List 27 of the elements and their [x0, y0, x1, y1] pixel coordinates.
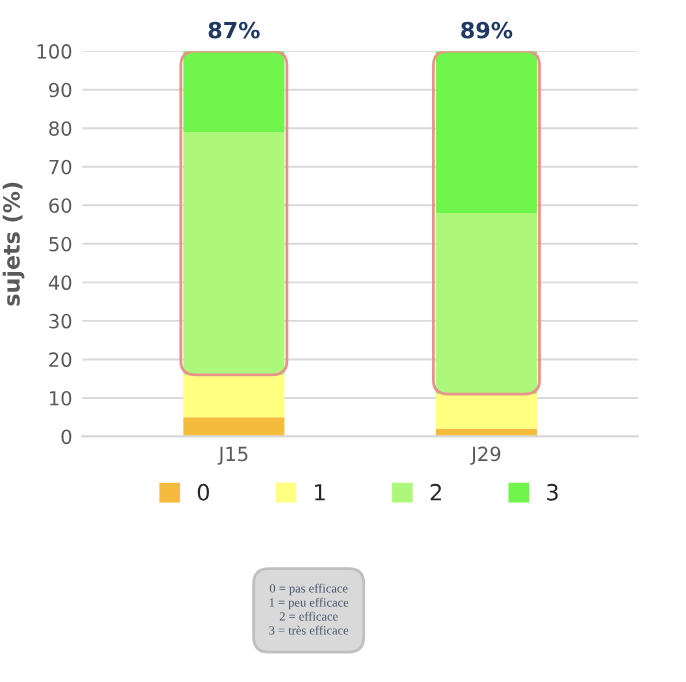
bar — [183, 51, 285, 133]
legend-label: 1 — [315, 484, 325, 501]
y-tick-label: 60 — [49, 198, 72, 213]
bar — [183, 374, 285, 418]
x-tick-label: J15 — [217, 446, 248, 465]
y-tick-label: 40 — [48, 275, 72, 291]
x-tick-label: J29 — [470, 446, 501, 465]
bar — [183, 132, 285, 375]
bar — [435, 51, 537, 213]
bar — [435, 394, 537, 429]
y-tick-label: 50 — [49, 236, 72, 252]
y-tick-label: 20 — [49, 352, 72, 368]
y-tick-label: 30 — [49, 313, 72, 329]
bar — [435, 212, 537, 395]
bar — [183, 417, 285, 437]
y-tick-label: 100 — [37, 44, 72, 59]
annotation: 89% — [461, 21, 513, 39]
y-axis-title: sujets (%) — [2, 182, 25, 306]
y-tick-label: 10 — [49, 390, 72, 406]
y-tick-label: 90 — [49, 82, 72, 98]
y-tick-label: 70 — [49, 159, 72, 175]
y-tick-label: 0 — [61, 429, 72, 445]
legend-label: 2 — [430, 483, 441, 501]
annotation: 87% — [208, 21, 260, 39]
legend-label: 0 — [197, 483, 209, 501]
legend-label: 3 — [547, 483, 558, 501]
y-tick-label: 80 — [49, 121, 72, 136]
